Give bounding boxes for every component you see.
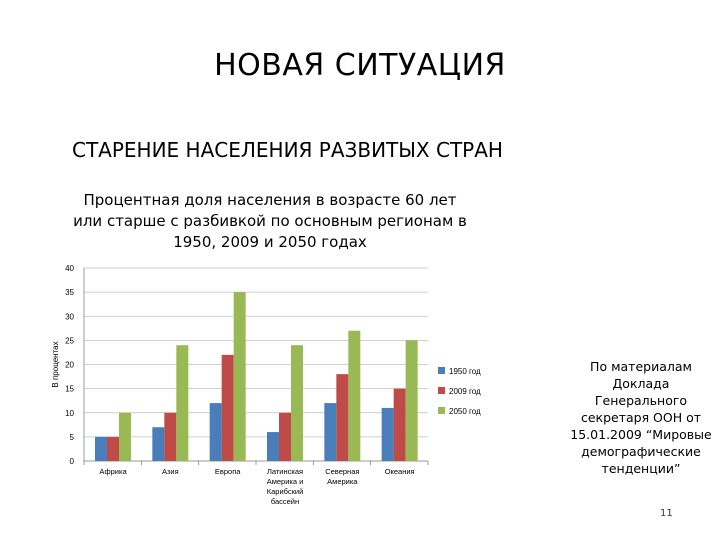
bar — [336, 374, 349, 461]
bar — [119, 412, 131, 461]
source-note: По материалам Доклада Генерального секре… — [570, 359, 712, 476]
legend-swatch — [438, 407, 445, 414]
bar — [267, 432, 279, 461]
y-tick-label: 5 — [70, 433, 75, 442]
x-tick-label: Океания — [385, 467, 415, 476]
legend-label: 2009 год — [449, 387, 481, 396]
bar — [348, 330, 361, 461]
y-axis-label: В процентах — [51, 341, 60, 387]
bar — [95, 436, 107, 461]
bar — [209, 403, 222, 461]
page-number: 11 — [660, 508, 673, 519]
x-tick-label: бассейн — [271, 497, 299, 506]
bar — [279, 412, 291, 461]
y-tick-label: 40 — [65, 264, 74, 273]
x-tick-label: Америка и — [267, 477, 304, 486]
legend-label: 2050 год — [449, 407, 481, 416]
bar — [107, 436, 119, 461]
x-tick-label: Северная — [325, 467, 359, 476]
y-tick-label: 35 — [65, 288, 74, 297]
bar — [405, 340, 418, 461]
y-tick-label: 25 — [65, 336, 74, 345]
bar — [164, 412, 177, 461]
y-tick-label: 10 — [65, 409, 74, 418]
bar — [221, 354, 234, 461]
x-tick-label: Америка — [327, 477, 358, 486]
x-tick-label: Африка — [99, 467, 127, 476]
bar — [393, 388, 406, 461]
bar — [381, 407, 394, 461]
legend-label: 1950 год — [449, 367, 481, 376]
chart-title: Процентная доля населения в возрасте 60 … — [73, 191, 467, 251]
legend-swatch — [438, 387, 445, 394]
y-tick-label: 15 — [65, 385, 74, 394]
x-tick-label: Латинская — [267, 467, 303, 476]
x-tick-label: Карибский — [267, 487, 304, 496]
y-tick-label: 0 — [70, 457, 75, 466]
bar — [233, 292, 246, 461]
bar — [152, 427, 165, 461]
slide-title: НОВАЯ СИТУАЦИЯ — [214, 48, 506, 83]
y-tick-label: 20 — [65, 361, 74, 370]
slide-subtitle: СТАРЕНИЕ НАСЕЛЕНИЯ РАЗВИТЫХ СТРАН — [72, 138, 503, 162]
bar — [324, 403, 337, 461]
bar — [291, 345, 303, 461]
bar — [176, 345, 189, 461]
x-tick-label: Азия — [162, 467, 179, 476]
y-tick-label: 30 — [65, 312, 74, 321]
x-tick-label: Европа — [215, 467, 241, 476]
legend-swatch — [438, 367, 445, 374]
